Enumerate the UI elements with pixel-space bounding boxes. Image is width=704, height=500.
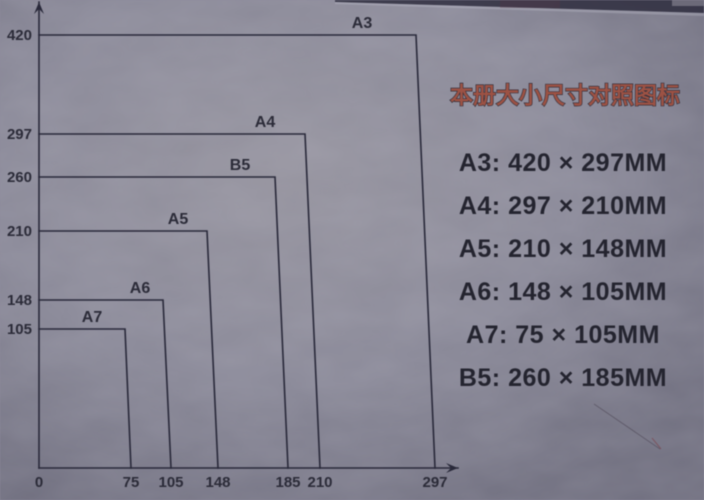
svg-text:210: 210 bbox=[307, 474, 332, 491]
svg-text:148: 148 bbox=[205, 474, 230, 491]
svg-text:260: 260 bbox=[7, 169, 32, 186]
svg-text:0: 0 bbox=[35, 474, 43, 491]
svg-text:75: 75 bbox=[123, 474, 140, 491]
svg-text:210: 210 bbox=[7, 223, 32, 240]
svg-text:A4: 297 × 210MM: A4: 297 × 210MM bbox=[459, 192, 667, 220]
svg-text:A7: 75 × 105MM: A7: 75 × 105MM bbox=[466, 321, 660, 349]
svg-text:185: 185 bbox=[275, 474, 300, 491]
svg-text:A3: 420 × 297MM: A3: 420 × 297MM bbox=[459, 149, 667, 177]
svg-text:本册大小尺寸对照图标: 本册大小尺寸对照图标 bbox=[450, 82, 680, 108]
svg-text:297: 297 bbox=[422, 474, 447, 491]
svg-text:A4: A4 bbox=[255, 114, 276, 131]
svg-text:A5: A5 bbox=[168, 211, 189, 228]
svg-text:A6: 148 × 105MM: A6: 148 × 105MM bbox=[459, 278, 667, 306]
svg-text:A3: A3 bbox=[352, 15, 373, 32]
svg-text:105: 105 bbox=[158, 474, 183, 491]
svg-text:A5: 210 × 148MM: A5: 210 × 148MM bbox=[459, 235, 667, 263]
svg-text:148: 148 bbox=[7, 292, 32, 309]
svg-text:B5: 260 × 185MM: B5: 260 × 185MM bbox=[459, 364, 667, 392]
svg-text:A7: A7 bbox=[82, 309, 103, 326]
svg-text:B5: B5 bbox=[230, 157, 251, 174]
svg-text:105: 105 bbox=[7, 321, 32, 338]
svg-text:297: 297 bbox=[7, 126, 32, 143]
svg-text:A6: A6 bbox=[130, 280, 151, 297]
svg-text:420: 420 bbox=[7, 27, 32, 44]
